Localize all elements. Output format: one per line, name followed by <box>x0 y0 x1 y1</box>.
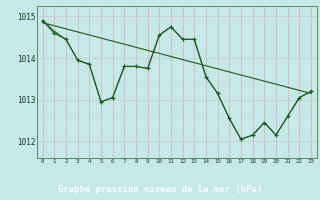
Text: Graphe pression niveau de la mer (hPa): Graphe pression niveau de la mer (hPa) <box>58 185 262 194</box>
